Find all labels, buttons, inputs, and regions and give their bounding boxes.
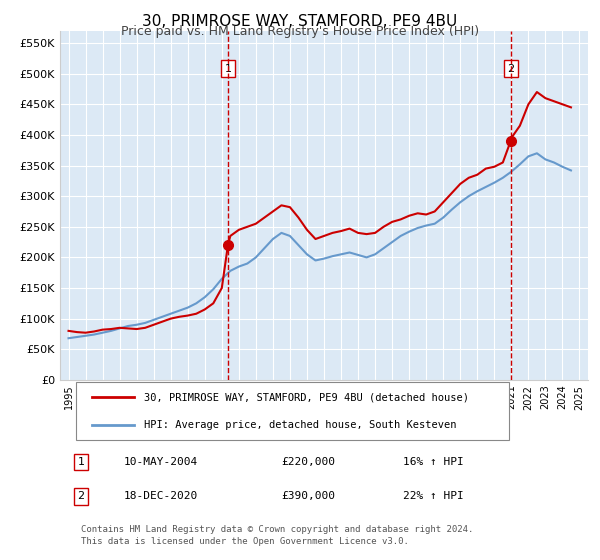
- Text: 30, PRIMROSE WAY, STAMFORD, PE9 4BU (detached house): 30, PRIMROSE WAY, STAMFORD, PE9 4BU (det…: [145, 393, 469, 403]
- Text: 1: 1: [77, 457, 85, 467]
- Text: 30, PRIMROSE WAY, STAMFORD, PE9 4BU: 30, PRIMROSE WAY, STAMFORD, PE9 4BU: [142, 14, 458, 29]
- Text: 1: 1: [224, 64, 232, 74]
- Text: HPI: Average price, detached house, South Kesteven: HPI: Average price, detached house, Sout…: [145, 420, 457, 430]
- Text: 16% ↑ HPI: 16% ↑ HPI: [403, 457, 464, 467]
- Text: 2: 2: [507, 64, 514, 74]
- Text: 2: 2: [77, 492, 85, 501]
- Text: £390,000: £390,000: [282, 492, 336, 501]
- Text: Price paid vs. HM Land Registry's House Price Index (HPI): Price paid vs. HM Land Registry's House …: [121, 25, 479, 38]
- Text: £220,000: £220,000: [282, 457, 336, 467]
- FancyBboxPatch shape: [76, 382, 509, 440]
- Text: 18-DEC-2020: 18-DEC-2020: [124, 492, 197, 501]
- Text: 10-MAY-2004: 10-MAY-2004: [124, 457, 197, 467]
- Text: 22% ↑ HPI: 22% ↑ HPI: [403, 492, 464, 501]
- Text: Contains HM Land Registry data © Crown copyright and database right 2024.
This d: Contains HM Land Registry data © Crown c…: [81, 525, 473, 545]
